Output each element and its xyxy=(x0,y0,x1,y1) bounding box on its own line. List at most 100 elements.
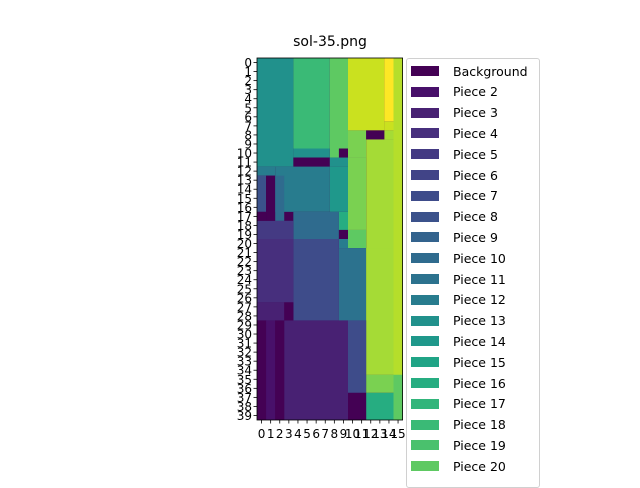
y-tick-label: 12 xyxy=(237,165,252,179)
heatmap-region-16 xyxy=(329,157,348,167)
legend-swatch xyxy=(411,128,439,139)
y-tick-label: 20 xyxy=(237,237,252,251)
x-tick-label: 7 xyxy=(321,427,329,441)
heatmap-cells xyxy=(257,58,403,420)
y-tick-label: 36 xyxy=(237,382,252,396)
x-tick-label: 1 xyxy=(267,427,275,441)
legend-item: Piece 3 xyxy=(411,105,498,120)
heatmap-region-38 xyxy=(284,302,294,321)
legend-swatch xyxy=(411,232,439,243)
heatmap-region-8 xyxy=(366,130,385,140)
heatmap-region-25 xyxy=(257,211,267,221)
legend-label: Piece 6 xyxy=(453,167,498,183)
heatmap-region-24 xyxy=(284,175,294,221)
legend-label: Piece 18 xyxy=(453,417,506,433)
y-tick-label: 9 xyxy=(244,137,252,151)
x-tick-label: 6 xyxy=(312,427,320,441)
y-tick-label: 24 xyxy=(237,273,252,287)
y-tick-label: 16 xyxy=(237,201,252,215)
heatmap-region-31 xyxy=(338,229,348,239)
x-tick-label: 15 xyxy=(390,427,405,441)
y-tick-label: 6 xyxy=(244,110,252,124)
legend-item: Piece 19 xyxy=(411,438,506,453)
heatmap-region-43 xyxy=(348,320,367,393)
legend-label: Piece 8 xyxy=(453,209,498,225)
heatmap-region-36 xyxy=(366,248,394,375)
legend-label: Piece 15 xyxy=(453,354,506,370)
y-tick-label: 17 xyxy=(237,210,252,224)
x-tick-label: 10 xyxy=(345,427,360,441)
legend-swatch xyxy=(411,419,439,430)
legend-swatch xyxy=(411,461,439,472)
y-tick-label: 14 xyxy=(237,183,252,197)
legend: Background Piece 2 Piece 3 Piece 4 Piece 5 Pi… xyxy=(406,58,540,488)
y-tick-label: 1 xyxy=(244,65,252,79)
y-tick-label: 8 xyxy=(244,128,252,142)
legend-item: Piece 17 xyxy=(411,396,506,412)
legend-label: Piece 17 xyxy=(453,396,506,412)
x-tick-label: 4 xyxy=(294,427,302,441)
heatmap-region-13 xyxy=(338,148,348,158)
legend-label: Piece 2 xyxy=(453,84,498,100)
heatmap-region-27 xyxy=(293,211,339,239)
x-tick-label: 14 xyxy=(381,427,396,441)
legend-swatch xyxy=(411,294,439,305)
y-tick-label: 32 xyxy=(237,346,252,360)
legend-label: Piece 13 xyxy=(453,313,506,329)
y-tick-label: 27 xyxy=(237,300,252,314)
heatmap-region-46 xyxy=(348,392,367,420)
legend-label: Piece 11 xyxy=(453,271,506,287)
legend-label: Piece 7 xyxy=(453,188,498,204)
legend-item: Piece 13 xyxy=(411,313,506,329)
heatmap-region-39 xyxy=(257,320,267,420)
y-tick-label: 18 xyxy=(237,219,252,233)
x-tick-label: 11 xyxy=(354,427,369,441)
y-tick-label: 26 xyxy=(237,291,252,305)
legend-swatch xyxy=(411,253,439,264)
heatmap-region-28 xyxy=(338,211,348,230)
y-tick-label: 3 xyxy=(244,83,252,97)
heatmap-region-26 xyxy=(284,211,294,221)
legend-item: Piece 12 xyxy=(411,292,506,308)
y-tick-label: 0 xyxy=(244,56,252,70)
legend-swatch xyxy=(411,170,439,180)
y-tick-label: 30 xyxy=(237,328,252,342)
legend-label: Piece 4 xyxy=(453,125,498,141)
x-tick-label: 5 xyxy=(303,427,311,441)
legend-item: Background xyxy=(411,63,528,79)
legend-item: Piece 20 xyxy=(411,458,506,474)
y-tick-label: 28 xyxy=(237,309,252,323)
heatmap-region-5 xyxy=(384,121,394,131)
legend-item: Piece 18 xyxy=(411,417,506,433)
x-tick-label: 3 xyxy=(285,427,293,441)
y-tick-label: 35 xyxy=(237,373,252,387)
x-tick-label: 12 xyxy=(363,427,378,441)
y-tick-label: 31 xyxy=(237,337,252,351)
x-tick-label: 8 xyxy=(331,427,339,441)
legend-label: Piece 14 xyxy=(453,333,506,349)
legend-item: Piece 7 xyxy=(411,188,498,204)
legend-label: Piece 12 xyxy=(453,292,506,308)
y-tick-label: 34 xyxy=(237,364,252,378)
y-axis-ticks: 0123456789101112131415161718192021222324… xyxy=(237,56,257,423)
chart-title: sol-35.png xyxy=(293,34,367,50)
legend-item: Piece 15 xyxy=(411,354,506,370)
y-tick-label: 15 xyxy=(237,192,252,206)
heatmap-region-20 xyxy=(329,166,348,212)
y-tick-label: 39 xyxy=(237,409,252,423)
legend-label: Background xyxy=(453,63,528,79)
heatmap-region-1 xyxy=(293,58,330,149)
heatmap-region-18 xyxy=(257,166,276,176)
legend-label: Piece 20 xyxy=(453,458,506,474)
heatmap-region-23 xyxy=(275,175,285,221)
legend-item: Piece 9 xyxy=(411,230,498,245)
heatmap-region-15 xyxy=(293,157,330,167)
legend-swatch xyxy=(411,149,439,160)
heatmap-region-14 xyxy=(293,148,330,158)
x-tick-label: 2 xyxy=(276,427,284,441)
heatmap-region-17 xyxy=(348,157,367,230)
heatmap-region-3 xyxy=(348,58,385,131)
y-tick-label: 25 xyxy=(237,282,252,296)
y-tick-label: 33 xyxy=(237,355,252,369)
